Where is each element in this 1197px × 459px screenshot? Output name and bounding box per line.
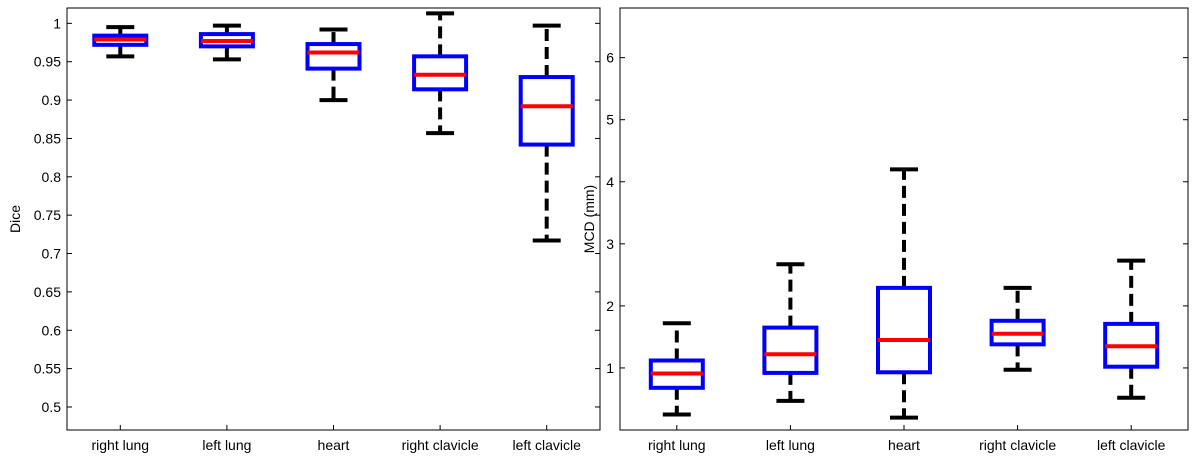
- y-tick-label: 3: [606, 236, 614, 252]
- x-tick-label: right lung: [92, 437, 150, 453]
- box-right-lung: [648, 321, 705, 417]
- y-tick-label: 2: [606, 298, 614, 314]
- iqr-box: [762, 325, 819, 375]
- y-tick-label: 0.6: [42, 322, 62, 338]
- y-tick-label: 1: [606, 360, 614, 376]
- x-tick-label: right lung: [648, 437, 706, 453]
- x-tick-label: right clavicle: [979, 437, 1056, 453]
- y-tick-label: 0.55: [34, 361, 61, 377]
- y-tick-label: 0.7: [42, 246, 62, 262]
- box-right-lung: [92, 25, 149, 59]
- y-tick-label: 6: [606, 50, 614, 66]
- iqr-box: [518, 75, 575, 147]
- x-tick-label: left clavicle: [1097, 437, 1166, 453]
- box-left-lung: [198, 23, 255, 62]
- dice-chart: 0.5 0.55 0.6 0.65 0.7 0.75 0.8 0.85 0.9 0.95 1 righ…: [7, 7, 601, 453]
- y-tick-label: 0.8: [42, 169, 62, 185]
- y-tick-label: 0.5: [42, 399, 62, 415]
- x-tick-label: heart: [318, 437, 350, 453]
- box-heart: [305, 27, 362, 103]
- y-axis-label: MCD (mm): [581, 185, 597, 253]
- box-left-lung: [762, 262, 819, 403]
- y-tick-label: 5: [606, 112, 614, 128]
- box-left-clavicle: [518, 23, 575, 243]
- y-tick-label: 0.75: [34, 207, 61, 223]
- x-tick-label: right clavicle: [402, 437, 479, 453]
- box-right-clavicle: [412, 11, 469, 136]
- y-tick-label: 0.95: [34, 54, 61, 70]
- mcd-chart: 1 2 3 4 5 6 right lung left lung heart right clav…: [581, 7, 1189, 453]
- y-tick-label: 1: [53, 15, 61, 31]
- box-heart: [876, 167, 932, 420]
- y-axis-label: Dice: [7, 205, 23, 233]
- x-tick-label: left clavicle: [512, 437, 581, 453]
- box-left-clavicle: [1103, 258, 1160, 400]
- x-tick-label: left lung: [202, 437, 251, 453]
- iqr-box: [876, 285, 932, 375]
- y-tick-label: 0.65: [34, 284, 61, 300]
- y-tick-label: 0.85: [34, 130, 61, 146]
- y-tick-label: 4: [606, 174, 614, 190]
- y-tick-label: 0.9: [42, 92, 62, 108]
- x-tick-label: left lung: [766, 437, 815, 453]
- box-right-clavicle: [989, 285, 1046, 372]
- x-tick-label: heart: [888, 437, 920, 453]
- iqr-box: [305, 42, 362, 71]
